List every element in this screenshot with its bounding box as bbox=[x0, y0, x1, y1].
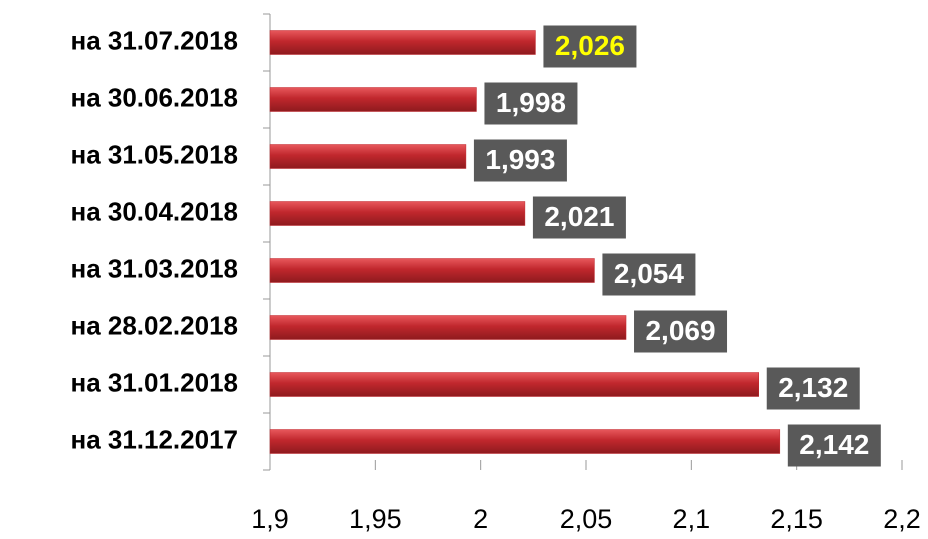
value-label-box bbox=[634, 310, 728, 353]
value-label-box bbox=[543, 25, 637, 68]
bar bbox=[269, 372, 759, 397]
x-tick-label: 2,1 bbox=[673, 504, 711, 534]
value-label: 2,054 bbox=[614, 258, 684, 289]
category-label: на 31.07.2018 bbox=[70, 25, 238, 55]
x-tick-label: 2 bbox=[473, 504, 488, 534]
bar bbox=[269, 30, 536, 55]
category-label: на 30.06.2018 bbox=[70, 82, 238, 112]
value-label-box bbox=[473, 139, 567, 182]
value-label: 2,142 bbox=[799, 429, 869, 460]
value-label: 1,998 bbox=[496, 87, 566, 118]
category-label: на 31.05.2018 bbox=[70, 139, 238, 169]
category-label: на 31.12.2017 bbox=[70, 424, 238, 454]
bar bbox=[269, 258, 595, 283]
bar bbox=[269, 201, 526, 226]
bar bbox=[269, 87, 477, 112]
x-tick-label: 1,95 bbox=[349, 504, 402, 534]
value-label-box bbox=[766, 367, 860, 410]
category-label: на 31.01.2018 bbox=[70, 367, 238, 397]
value-label-box bbox=[484, 82, 578, 125]
x-tick-label: 2,05 bbox=[560, 504, 613, 534]
category-label: на 30.04.2018 bbox=[70, 196, 238, 226]
value-label: 2,069 bbox=[645, 315, 715, 346]
bar bbox=[269, 144, 467, 169]
value-label: 2,026 bbox=[555, 30, 625, 61]
x-tick-label: 2,2 bbox=[883, 504, 921, 534]
bar bbox=[269, 429, 781, 454]
value-label: 2,021 bbox=[544, 201, 614, 232]
bar bbox=[269, 315, 627, 340]
value-label: 1,993 bbox=[485, 144, 555, 175]
category-label: на 28.02.2018 bbox=[70, 310, 238, 340]
value-label-box bbox=[602, 253, 696, 296]
x-tick-label: 2,15 bbox=[770, 504, 823, 534]
x-tick-label: 1,9 bbox=[251, 504, 289, 534]
value-label-box bbox=[532, 196, 626, 239]
value-label: 2,132 bbox=[778, 372, 848, 403]
category-label: на 31.03.2018 bbox=[70, 253, 238, 283]
value-label-box bbox=[787, 424, 881, 467]
